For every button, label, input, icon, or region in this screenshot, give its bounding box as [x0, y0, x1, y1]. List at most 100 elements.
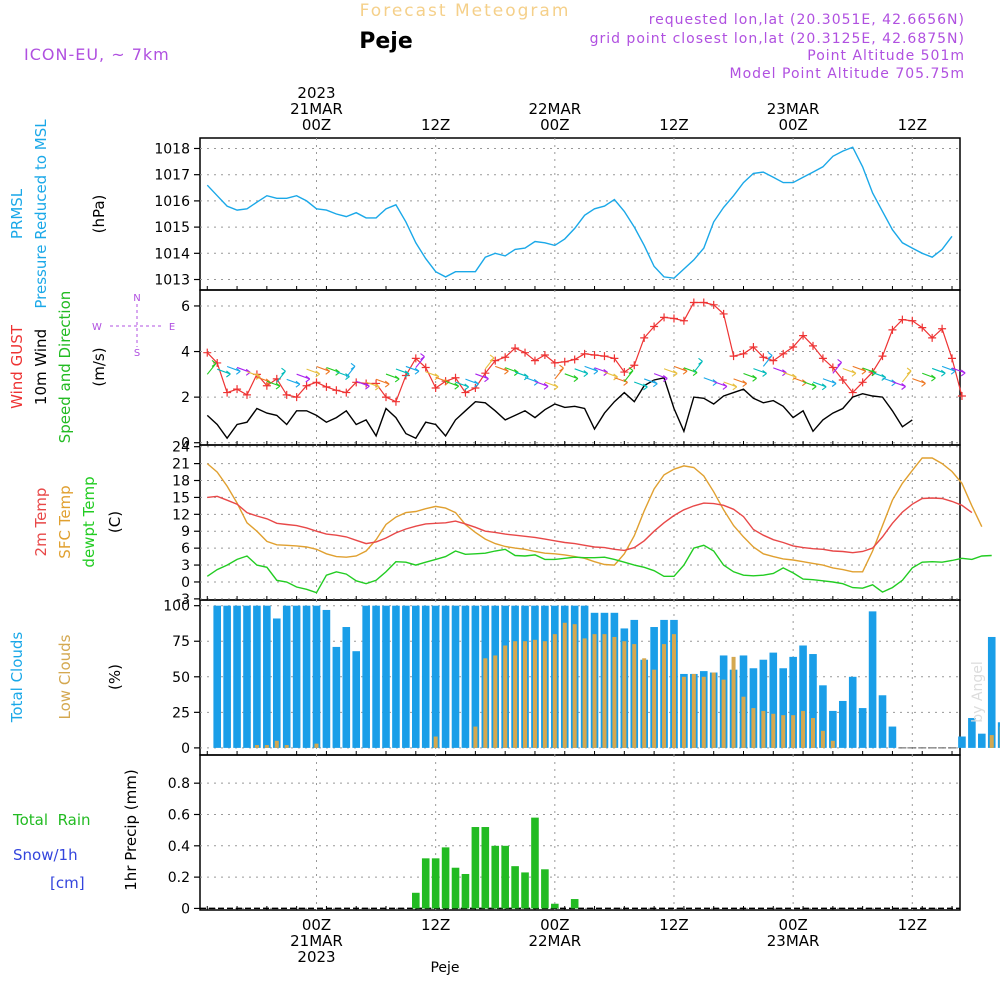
wind-direction-arrow	[405, 365, 420, 375]
total-cloud-bar	[431, 605, 440, 748]
compass-west: W	[92, 322, 102, 333]
bottom-time-label: 21MAR	[290, 932, 343, 950]
wind-gust-point	[391, 397, 400, 406]
low-cloud-bar	[612, 636, 617, 748]
compass-north: N	[133, 293, 140, 304]
total-cloud-bar	[372, 605, 380, 748]
bottom-time-label: 22MAR	[528, 932, 581, 950]
rain-bar	[471, 827, 480, 909]
clouds-unit: (%)	[106, 664, 124, 690]
top-time-label: 00Z	[778, 116, 807, 134]
bottom-time-label: 23MAR	[767, 932, 820, 950]
pressure-ytick-label: 1017	[154, 168, 190, 184]
total-cloud-bar	[461, 605, 470, 748]
wind-direction-arrow	[217, 368, 231, 378]
wind-gust-point	[560, 357, 569, 366]
low-cloud-bar	[811, 718, 815, 748]
total-cloud-bar	[878, 695, 887, 748]
wind-gust-point	[431, 384, 440, 393]
wind-direction-arrow	[892, 381, 906, 390]
wind-gust-point	[769, 356, 778, 365]
wind-direction-arrow	[822, 378, 837, 387]
bottom-time-label: 2023	[297, 948, 335, 966]
rain-bar	[541, 869, 549, 909]
low-cloud-bar	[542, 641, 547, 748]
bottom-time-label: 12Z	[421, 916, 450, 934]
precip-ytick-label: 0	[181, 901, 190, 917]
wind-gust-point	[878, 352, 887, 361]
low-cloud-bar	[662, 644, 667, 748]
total-cloud-bar	[402, 605, 410, 748]
total-cloud-bar	[809, 654, 817, 748]
wind-unit: (m/s)	[90, 347, 108, 386]
wind-direction-arrow	[941, 365, 956, 375]
low-cloud-bar	[701, 676, 706, 748]
wind-gust-point	[282, 390, 291, 399]
wind-10m-line	[206, 376, 913, 440]
total-cloud-bar	[253, 605, 261, 748]
wind-gust-point	[709, 300, 718, 309]
wind-direction-arrow	[574, 368, 589, 378]
wind-direction-arrow	[544, 381, 559, 391]
low-cloud-bar	[781, 715, 786, 748]
wind-direction-arrow	[495, 365, 509, 375]
wind-direction-arrow	[534, 380, 549, 390]
pressure-ytick-label: 1018	[154, 141, 190, 157]
total-cloud-bar	[789, 656, 797, 748]
low-cloud-bar	[264, 745, 269, 748]
low-cloud-bar	[602, 634, 607, 748]
requested-coords: requested lon,lat (20.3051E, 42.6656N)	[649, 12, 965, 28]
wind-direction-arrow	[723, 381, 738, 391]
wind-gust-point	[630, 361, 639, 370]
y-tick-labels: 1013101410151016101710180246-30369121518…	[154, 141, 190, 917]
wind-gust-point	[729, 352, 738, 361]
rain-bar	[491, 845, 500, 909]
wind-direction-arrow	[634, 381, 648, 391]
rain-bar	[431, 858, 440, 909]
low-cloud-bar	[652, 669, 657, 748]
wind-direction-arrow	[743, 373, 757, 382]
wind-direction-arrow	[653, 373, 668, 382]
low-cloud-bar	[552, 634, 557, 748]
wind-direction-arrow	[753, 368, 767, 377]
wind-gust-point	[948, 354, 957, 363]
wind-gust-point	[242, 390, 251, 399]
clouds-ytick-label: 25	[172, 705, 190, 721]
bottom-time-label: 00Z	[778, 916, 807, 934]
wind-gust-point	[749, 342, 758, 351]
low-cloud-bar	[314, 743, 319, 748]
wind-gust-point	[620, 368, 629, 377]
pressure-ytick-label: 1016	[154, 194, 190, 210]
top-time-label: 00Z	[540, 116, 569, 134]
wind-direction-arrow	[475, 373, 489, 383]
clouds-ytick-label: 100	[163, 599, 190, 615]
total-cloud-bar	[838, 700, 847, 748]
wind-gust-point	[530, 356, 539, 365]
wind-direction-arrow	[206, 359, 217, 375]
wind-gust-point	[342, 388, 351, 397]
low-cloud-bar	[691, 673, 696, 748]
wind-gust-point	[550, 358, 559, 367]
low-cloud-bar	[483, 658, 488, 748]
low-cloud-bar	[562, 622, 567, 748]
wind-gust-point	[719, 309, 728, 318]
grid-point-coords: grid point closest lon,lat (20.3125E, 42…	[590, 31, 965, 47]
total-cloud-bar	[978, 733, 986, 748]
wind-gust-label: Wind GUST	[8, 324, 26, 409]
watermark: by Angel	[970, 661, 986, 722]
wind-gust-point	[521, 348, 530, 357]
wind-gust-point	[411, 354, 420, 363]
temperature-ytick-label: 21	[172, 457, 190, 473]
wind-direction-arrow	[713, 381, 728, 390]
total-cloud-bar	[312, 605, 321, 748]
low-cloud-bar	[632, 644, 637, 748]
wind-panel-frame	[199, 289, 961, 446]
gridlines	[194, 138, 960, 910]
total-cloud-bar	[848, 676, 857, 748]
wind-direction-arrow	[465, 378, 479, 388]
precip-panel-frame	[199, 754, 961, 911]
pressure-unit: (hPa)	[90, 195, 108, 234]
wind-gust-point	[858, 378, 867, 387]
